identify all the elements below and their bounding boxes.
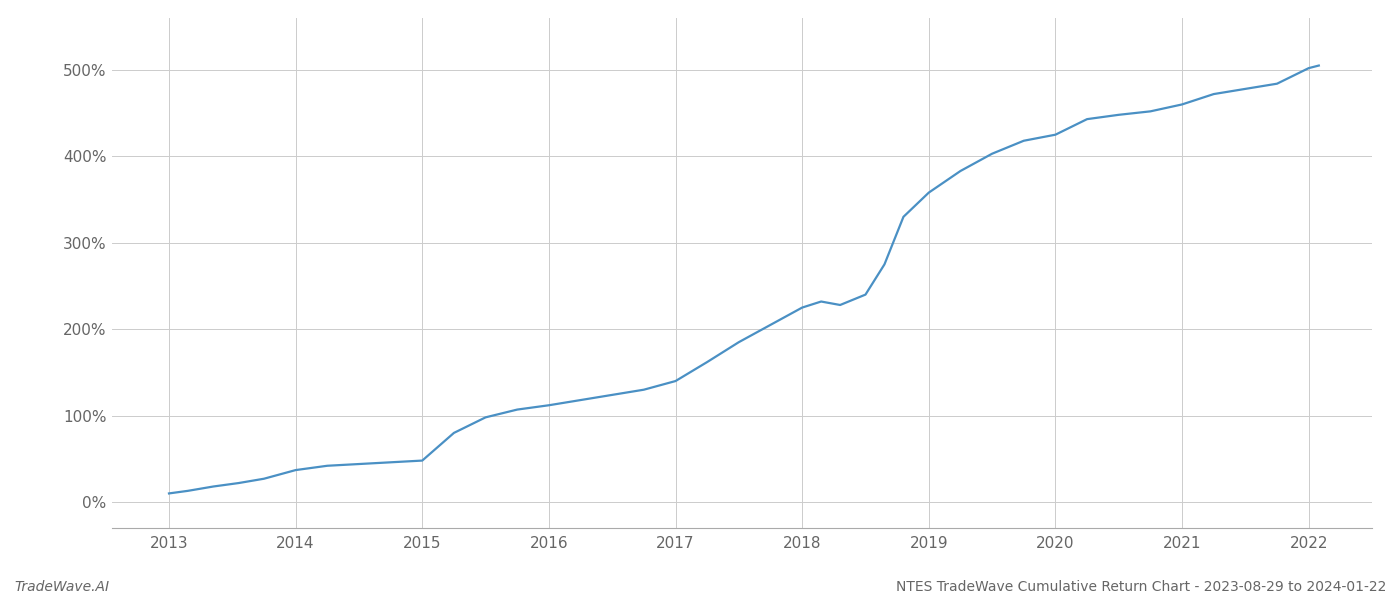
Text: TradeWave.AI: TradeWave.AI: [14, 580, 109, 594]
Text: NTES TradeWave Cumulative Return Chart - 2023-08-29 to 2024-01-22: NTES TradeWave Cumulative Return Chart -…: [896, 580, 1386, 594]
